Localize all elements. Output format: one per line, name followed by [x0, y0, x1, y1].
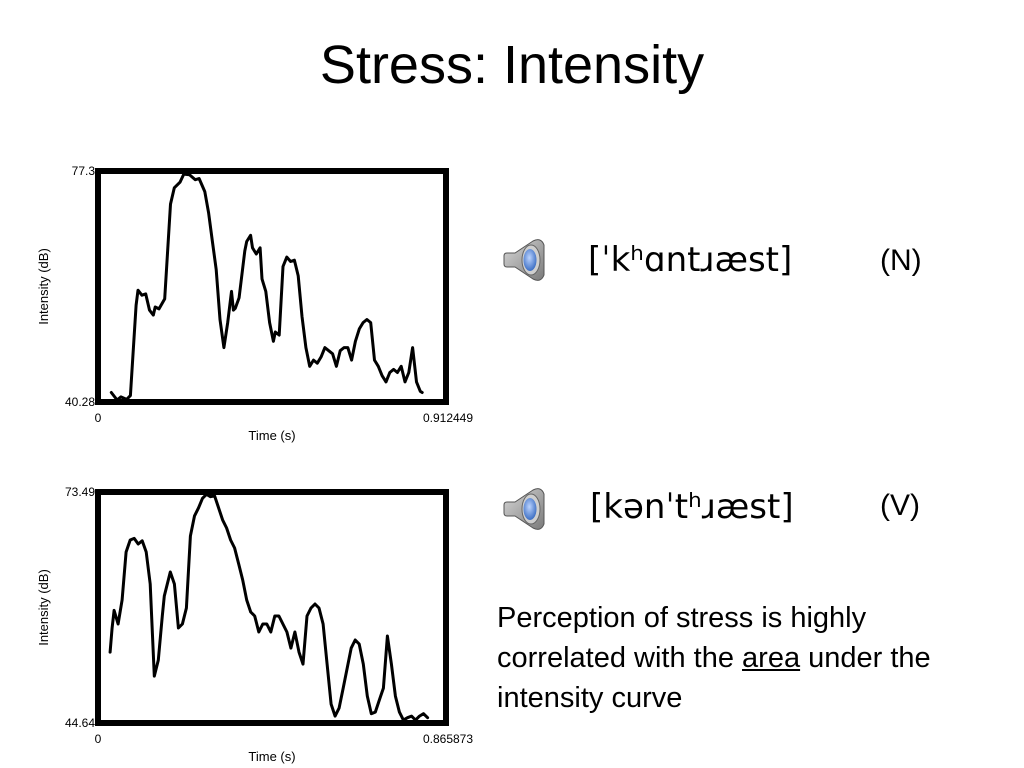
- noun-chart-y-min-label: 40.28: [65, 395, 95, 409]
- verb-chart-x-axis-label: Time (s): [248, 749, 295, 764]
- noun-chart-x-min-label: 0: [95, 411, 102, 425]
- slide-title: Stress: Intensity: [319, 35, 705, 95]
- verb-chart-y-min-label: 44.64: [65, 716, 95, 730]
- label-noun: (N): [880, 244, 922, 277]
- verb-chart-x-max-label: 0.865873: [423, 732, 473, 746]
- intensity-chart-noun: 77.3 40.28 0 0.912449 Time (s) Intensity (dB): [30, 155, 500, 445]
- note-after: under the intensity curve: [497, 642, 931, 714]
- noun-chart-x-axis-label: Time (s): [248, 428, 295, 443]
- transcription-noun: [ˈkʰɑntɹæst]: [588, 240, 793, 280]
- speaker-icon-graphic: [503, 239, 545, 281]
- verb-chart-x-min-label: 0: [95, 732, 102, 746]
- verb-chart-intensity-curve: [108, 492, 430, 722]
- note-before: Perception of stress is highly correlate…: [497, 602, 867, 674]
- transcription-verb: [kənˈtʰɹæst]: [590, 487, 794, 527]
- verb-chart-y-axis-label: Intensity (dB): [36, 569, 51, 646]
- note-emphasis: area: [742, 642, 801, 674]
- verb-chart-y-max-label: 73.49: [65, 485, 95, 499]
- speaker-icon[interactable]: [501, 235, 551, 285]
- note-text: Perception of stress is highly correlate…: [497, 598, 997, 718]
- noun-chart-intensity-curve: [109, 172, 424, 402]
- speaker-icon-graphic: [503, 488, 545, 530]
- noun-chart-y-axis-label: Intensity (dB): [36, 248, 51, 325]
- verb-chart-frame: [95, 489, 449, 726]
- label-verb: (V): [880, 489, 920, 522]
- noun-chart-x-max-label: 0.912449: [423, 411, 473, 425]
- noun-chart-y-max-label: 77.3: [72, 164, 96, 178]
- intensity-chart-verb: 73.49 44.64 0 0.865873 Time (s) Intensity (dB…: [30, 476, 500, 766]
- speaker-icon[interactable]: [501, 484, 551, 534]
- intensity-chart-verb-svg: 73.49 44.640 0.865873 Time (s) Intensity (dB…: [36, 485, 473, 764]
- intensity-chart-noun-svg: 77.3 40.280 0.912449 Time (s) Intensity (dB): [36, 164, 473, 443]
- noun-chart-frame: [95, 168, 449, 405]
